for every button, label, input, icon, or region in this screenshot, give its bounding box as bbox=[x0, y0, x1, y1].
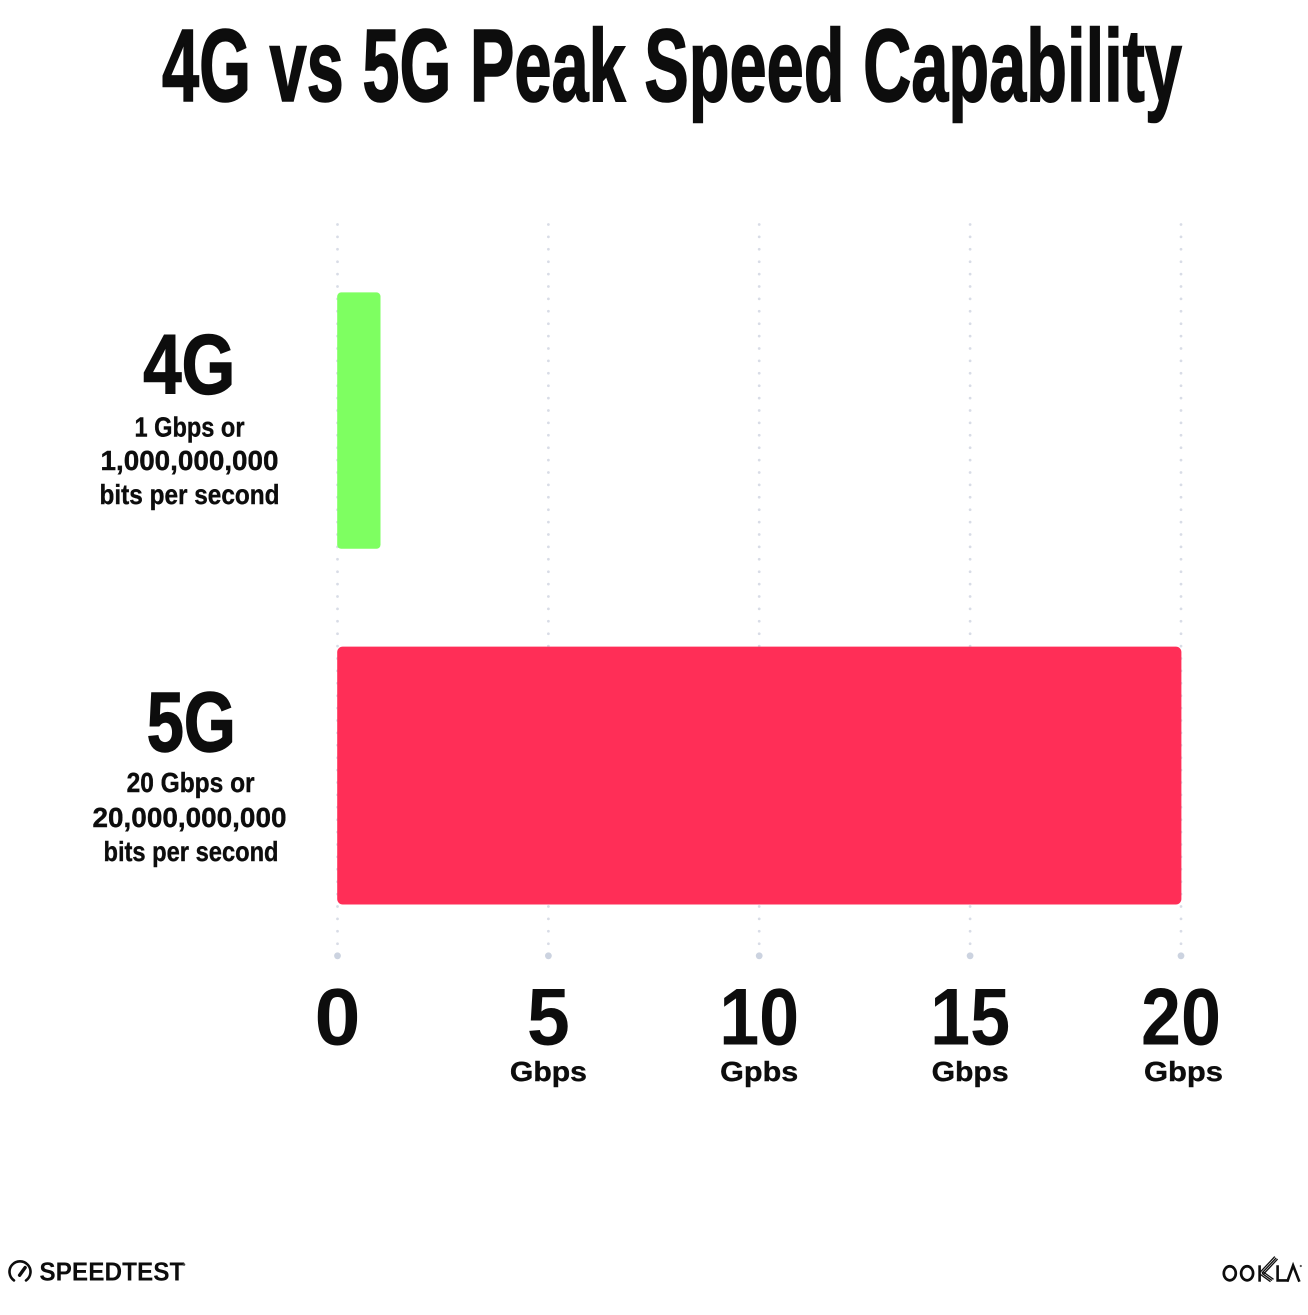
svg-text:4G: 4G bbox=[143, 318, 235, 412]
svg-text:Gbps: Gbps bbox=[932, 1056, 1009, 1087]
svg-text:Gpbs: Gpbs bbox=[720, 1056, 798, 1087]
svg-text:5G: 5G bbox=[147, 675, 236, 769]
svg-text:0: 0 bbox=[315, 972, 361, 1062]
svg-text:1,000,000,000: 1,000,000,000 bbox=[101, 445, 279, 476]
svg-text:bits per second: bits per second bbox=[100, 479, 280, 510]
svg-text:20,000,000,000: 20,000,000,000 bbox=[93, 802, 287, 833]
svg-text:Gbps: Gbps bbox=[510, 1056, 587, 1087]
svg-text:20 Gbps or: 20 Gbps or bbox=[127, 767, 255, 798]
svg-text:20: 20 bbox=[1141, 972, 1221, 1062]
svg-text:10: 10 bbox=[719, 972, 799, 1062]
svg-text:1 Gbps or: 1 Gbps or bbox=[135, 412, 245, 443]
svg-text:SPEEDTEST: SPEEDTEST bbox=[39, 1257, 184, 1287]
svg-text:bits per second: bits per second bbox=[104, 836, 279, 867]
svg-text:Gbps: Gbps bbox=[1144, 1056, 1223, 1087]
svg-text:15: 15 bbox=[930, 972, 1010, 1062]
svg-text:5: 5 bbox=[527, 972, 570, 1062]
svg-text:4G vs 5G Peak Speed Capability: 4G vs 5G Peak Speed Capability bbox=[162, 8, 1182, 123]
